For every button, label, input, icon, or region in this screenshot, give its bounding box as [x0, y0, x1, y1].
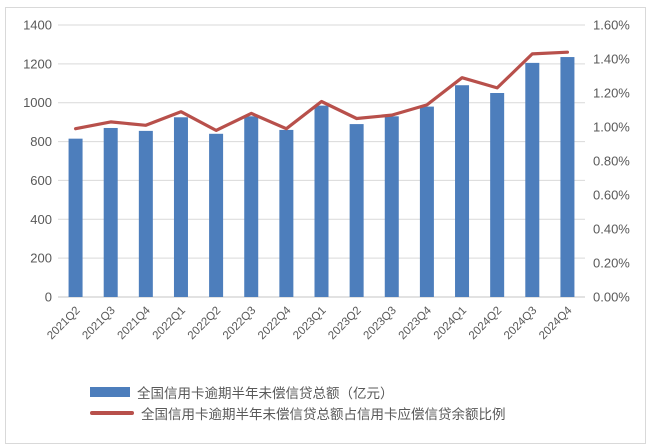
trend-line	[73, 50, 570, 132]
x-axis-tick-label: 2023Q4	[397, 304, 435, 342]
bar	[525, 62, 540, 298]
legend-label-bar-series: 全国信用卡逾期半年未偿信贷总额（亿元）	[137, 386, 394, 401]
bar	[314, 105, 329, 297]
bar	[138, 130, 153, 297]
x-axis-tick-label: 2024Q1	[432, 305, 469, 342]
bar	[209, 133, 224, 297]
x-axis-tick-label: 2022Q2	[186, 305, 223, 342]
left-axis-tick-label: 600	[30, 173, 52, 188]
line-series-swatch-icon	[90, 411, 134, 415]
bar	[560, 57, 575, 297]
x-axis-tick-label: 2021Q3	[80, 305, 117, 342]
x-axis-tick-label: 2024Q4	[537, 304, 575, 342]
bar	[490, 93, 505, 297]
bar	[349, 124, 364, 297]
bar	[244, 116, 259, 297]
x-axis-tick-label: 2024Q3	[502, 305, 539, 342]
left-axis-tick-label: 1400	[23, 18, 52, 33]
legend-item-bar-series: 全国信用卡逾期半年未偿信贷总额（亿元）	[90, 383, 506, 401]
legend-item-line-series: 全国信用卡逾期半年未偿信贷总额占信用卡应偿信贷余额比例	[90, 404, 506, 422]
bar-series-swatch-icon	[90, 387, 130, 397]
bar	[384, 116, 399, 297]
x-axis-tick-label: 2023Q3	[361, 305, 398, 342]
bar	[173, 117, 188, 298]
x-axis-tick-label: 2023Q2	[326, 305, 363, 342]
x-axis-tick-label: 2021Q4	[116, 304, 154, 342]
bar	[279, 129, 294, 297]
x-axis-tick-label: 2022Q4	[256, 304, 294, 342]
bar	[68, 138, 83, 297]
x-axis-tick-label: 2023Q1	[291, 305, 328, 342]
left-axis-tick-label: 400	[30, 212, 52, 227]
x-axis-tick-label: 2022Q3	[221, 305, 258, 342]
left-axis-tick-label: 200	[30, 251, 52, 266]
bar	[419, 106, 434, 297]
left-axis-tick-label: 0	[45, 290, 52, 305]
right-axis-tick-label: 0.60%	[593, 188, 630, 203]
right-axis-tick-label: 1.40%	[593, 52, 630, 67]
right-axis-tick-label: 0.20%	[593, 256, 630, 271]
bar	[455, 85, 470, 297]
right-axis-tick-label: 0.40%	[593, 222, 630, 237]
chart-legend: 全国信用卡逾期半年未偿信贷总额（亿元） 全国信用卡逾期半年未偿信贷总额占信用卡应…	[90, 383, 506, 422]
right-axis-tick-label: 1.60%	[593, 18, 630, 33]
right-axis-tick-label: 1.00%	[593, 120, 630, 135]
bar	[103, 127, 118, 297]
right-axis-tick-label: 0.00%	[593, 290, 630, 305]
x-axis-tick-label: 2022Q1	[151, 305, 188, 342]
left-axis-tick-label: 1200	[23, 56, 52, 71]
right-axis-tick-label: 1.20%	[593, 86, 630, 101]
left-axis-tick-label: 800	[30, 134, 52, 149]
x-axis-tick-label: 2024Q2	[467, 305, 504, 342]
left-axis-tick-label: 1000	[23, 95, 52, 110]
x-axis-tick-label: 2021Q2	[45, 305, 82, 342]
legend-label-line-series: 全国信用卡逾期半年未偿信贷总额占信用卡应偿信贷余额比例	[141, 407, 506, 422]
right-axis-tick-label: 0.80%	[593, 154, 630, 169]
